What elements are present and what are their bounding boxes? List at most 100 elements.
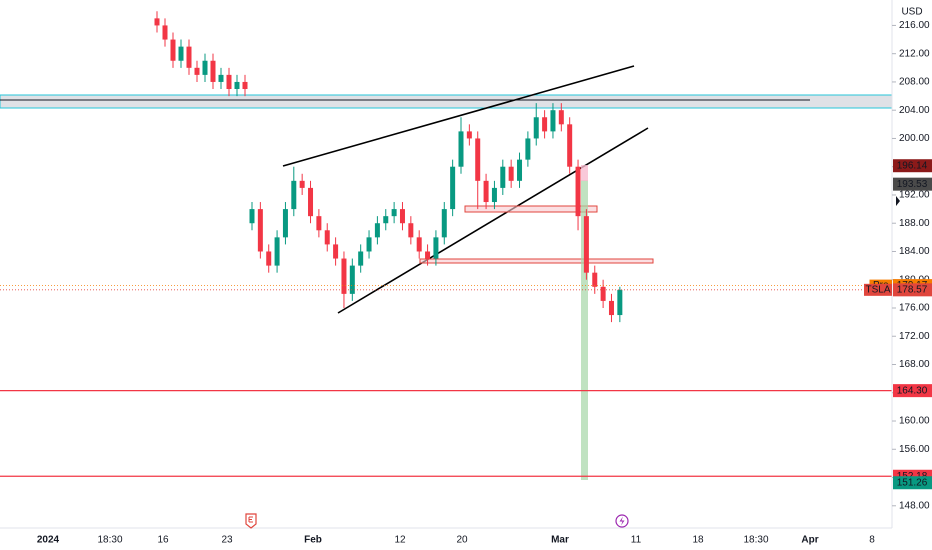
candle-body bbox=[308, 187, 314, 217]
candle-body bbox=[178, 46, 184, 61]
upper-trendline[interactable] bbox=[282, 65, 635, 167]
candle-body bbox=[391, 209, 397, 217]
candle-body bbox=[483, 180, 489, 203]
candle-body bbox=[558, 110, 564, 125]
candle-body bbox=[608, 300, 614, 316]
price-tag-label: 151.26 bbox=[897, 477, 928, 488]
axis-arrow bbox=[896, 196, 900, 206]
candle-body bbox=[383, 216, 389, 224]
x-tick-label: 18:30 bbox=[743, 535, 768, 546]
resistance-zone[interactable] bbox=[0, 94, 893, 109]
candle-body bbox=[291, 180, 297, 210]
price-tag-label: 193.53 bbox=[897, 179, 928, 190]
candle-body bbox=[154, 18, 160, 26]
candle-body bbox=[170, 39, 176, 61]
candle-body bbox=[374, 223, 380, 238]
candle-body bbox=[324, 230, 330, 245]
price-tag-label: 164.30 bbox=[897, 385, 928, 396]
candle-body bbox=[234, 81, 240, 90]
currency-label: USD bbox=[901, 7, 922, 18]
earnings-badge bbox=[245, 513, 257, 529]
x-tick-label: Apr bbox=[801, 535, 818, 546]
candle-body bbox=[242, 81, 248, 90]
candle-body bbox=[349, 265, 355, 294]
candle-body bbox=[366, 237, 372, 252]
support-zone[interactable] bbox=[464, 205, 598, 213]
y-tick-label: 184.00 bbox=[899, 246, 930, 257]
candle-body bbox=[600, 286, 606, 301]
candle-body bbox=[466, 131, 472, 139]
price-tag-bg bbox=[893, 476, 932, 490]
x-tick-label: 2024 bbox=[37, 535, 60, 546]
candle-body bbox=[458, 131, 464, 167]
x-tick-label: 18:30 bbox=[97, 535, 122, 546]
candle-body bbox=[441, 209, 447, 238]
y-tick-label: 208.00 bbox=[899, 77, 930, 88]
lower-trendline[interactable] bbox=[337, 127, 649, 314]
x-tick-label: 12 bbox=[394, 535, 406, 546]
price-tag-label: 178.57 bbox=[897, 284, 928, 295]
candle-body bbox=[408, 223, 414, 238]
candle-body bbox=[358, 251, 364, 266]
gap-top-bar[interactable] bbox=[581, 165, 588, 181]
x-tick-label: 23 bbox=[221, 535, 233, 546]
candle-body bbox=[257, 209, 263, 252]
candle-body bbox=[210, 60, 216, 82]
candle-body bbox=[508, 166, 514, 181]
candle-body bbox=[162, 25, 168, 40]
candle-body bbox=[333, 244, 339, 259]
x-tick-label: 16 bbox=[157, 535, 169, 546]
candle-body bbox=[399, 209, 405, 224]
candle-body bbox=[226, 74, 232, 90]
x-tick-label: Mar bbox=[551, 535, 569, 546]
gap-zone[interactable] bbox=[419, 258, 654, 264]
badge-bg bbox=[864, 283, 892, 296]
candle-body bbox=[592, 272, 598, 287]
candles bbox=[154, 11, 623, 323]
y-tick-label: 200.00 bbox=[899, 133, 930, 144]
price-tag-bg bbox=[893, 177, 932, 191]
candle-body bbox=[617, 289, 623, 316]
candle-body bbox=[316, 216, 322, 231]
price-tag-label: 196.14 bbox=[897, 160, 928, 171]
x-tick-label: Feb bbox=[304, 535, 322, 546]
candle-body bbox=[500, 166, 506, 188]
y-tick-label: 168.00 bbox=[899, 359, 930, 370]
x-tick-label: 8 bbox=[869, 535, 875, 546]
candle-body bbox=[202, 60, 208, 75]
candle-body bbox=[299, 180, 305, 188]
candle-body bbox=[583, 216, 589, 273]
overlay bbox=[0, 285, 892, 477]
candle-body bbox=[282, 209, 288, 238]
y-tick-label: 204.00 bbox=[899, 105, 930, 116]
y-tick-label: 176.00 bbox=[899, 303, 930, 314]
candle-body bbox=[249, 209, 255, 224]
y-tick-label: 148.00 bbox=[899, 500, 930, 511]
candle-body bbox=[475, 138, 481, 181]
candle-body bbox=[533, 117, 539, 139]
badge-label: TSLA bbox=[865, 284, 890, 295]
earnings-letter bbox=[248, 516, 253, 523]
y-tick-label: 172.00 bbox=[899, 331, 930, 342]
candle-body bbox=[525, 138, 531, 160]
candle-body bbox=[550, 110, 556, 132]
x-tick-label: 11 bbox=[631, 535, 642, 546]
event-bolt bbox=[619, 516, 625, 526]
gap-fill-bar[interactable] bbox=[581, 180, 588, 480]
dividend-icon[interactable] bbox=[615, 514, 629, 528]
candle-body bbox=[567, 124, 573, 167]
candle-body bbox=[274, 237, 280, 266]
candle-body bbox=[186, 46, 192, 68]
earnings-icon[interactable] bbox=[245, 513, 257, 529]
candle-body bbox=[433, 237, 439, 259]
y-tick-label: 192.00 bbox=[899, 190, 930, 201]
y-tick-label: 188.00 bbox=[899, 218, 930, 229]
candle-body bbox=[416, 237, 422, 252]
candle-body bbox=[194, 67, 200, 75]
axes: 148.00152.00156.00160.00164.00168.00172.… bbox=[37, 20, 932, 546]
y-tick-label: 212.00 bbox=[899, 48, 930, 59]
candle-body bbox=[575, 166, 581, 217]
candle-body bbox=[341, 258, 347, 294]
